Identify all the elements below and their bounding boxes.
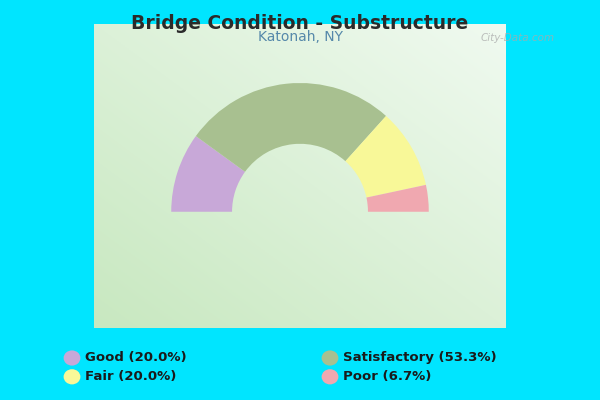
Text: Poor (6.7%): Poor (6.7%) — [343, 370, 431, 383]
Wedge shape — [346, 116, 426, 198]
Text: Fair (20.0%): Fair (20.0%) — [85, 370, 176, 383]
Text: Katonah, NY: Katonah, NY — [257, 30, 343, 44]
Wedge shape — [367, 185, 429, 212]
Text: City-Data.com: City-Data.com — [481, 33, 555, 43]
Text: Satisfactory (53.3%): Satisfactory (53.3%) — [343, 352, 497, 364]
Text: Bridge Condition - Substructure: Bridge Condition - Substructure — [131, 14, 469, 33]
Text: Good (20.0%): Good (20.0%) — [85, 352, 187, 364]
Wedge shape — [196, 83, 386, 172]
Wedge shape — [171, 136, 245, 212]
